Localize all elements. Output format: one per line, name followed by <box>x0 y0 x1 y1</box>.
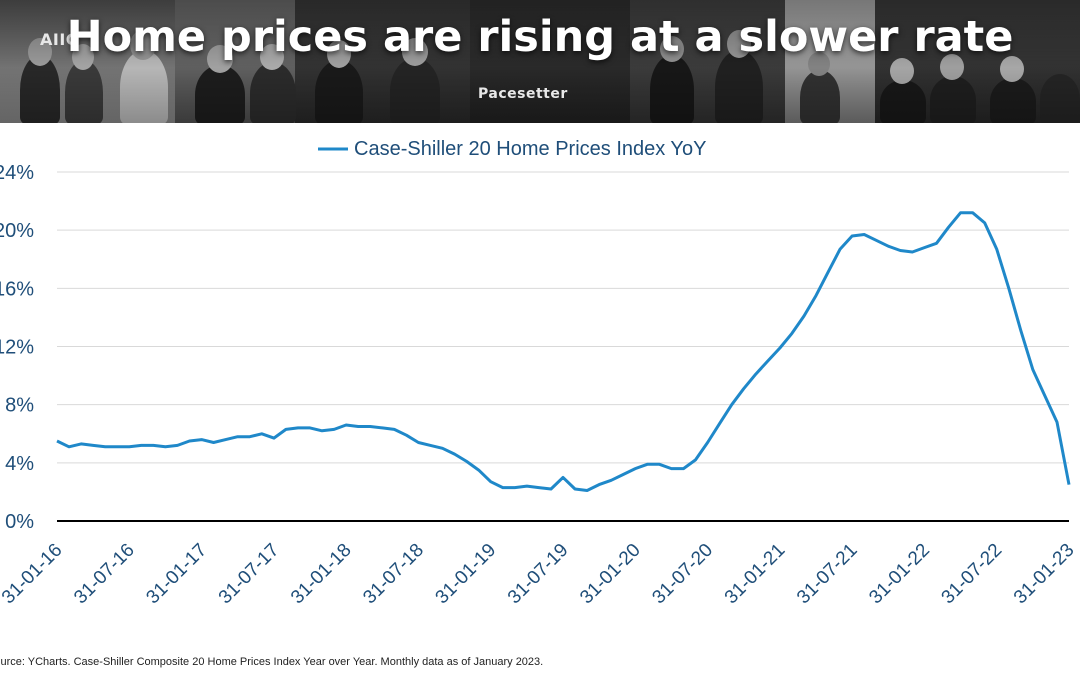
chart: 0%4%8%12%16%20%24%31-01-1631-07-1631-01-… <box>0 123 1080 653</box>
header-overlay <box>0 0 1080 123</box>
brand-text-pacesetter: Pacesetter <box>478 86 568 102</box>
x-tick-label: 31-07-22 <box>938 540 1007 609</box>
x-tick-label: 31-07-17 <box>215 540 284 609</box>
y-tick-label: 8% <box>5 395 34 417</box>
x-tick-label: 31-01-18 <box>287 540 356 609</box>
x-tick-label: 31-01-21 <box>721 540 790 609</box>
x-tick-label: 31-07-20 <box>648 540 717 609</box>
source-footnote: Source: YCharts. Case-Shiller Composite … <box>0 656 544 668</box>
x-tick-label: 31-01-19 <box>432 540 501 609</box>
x-tick-label: 31-07-19 <box>504 540 573 609</box>
brand-text-aiig: AIIG <box>40 30 80 49</box>
x-tick-label: 31-01-22 <box>865 540 934 609</box>
y-tick-label: 24% <box>0 162 34 184</box>
legend-label: Case-Shiller 20 Home Prices Index YoY <box>354 138 706 160</box>
series-line <box>56 211 1071 492</box>
x-tick-label: 31-01-20 <box>576 540 645 609</box>
line-chart: 0%4%8%12%16%20%24%31-01-1631-07-1631-01-… <box>0 138 1079 609</box>
y-tick-label: 4% <box>5 453 34 475</box>
x-tick-label: 31-07-21 <box>793 540 862 609</box>
x-tick-label: 31-07-18 <box>359 540 428 609</box>
x-tick-label: 31-01-23 <box>1010 540 1079 609</box>
header-banner: AIIG Pacesetter Home prices are rising a… <box>0 0 1080 123</box>
page-title: Home prices are rising at a slower rate <box>66 12 1014 62</box>
photo-collage <box>0 0 1080 123</box>
y-tick-label: 12% <box>0 337 34 359</box>
x-tick-label: 31-01-17 <box>142 540 211 609</box>
y-tick-label: 20% <box>0 220 34 242</box>
y-tick-label: 0% <box>5 511 34 533</box>
y-tick-label: 16% <box>0 278 34 300</box>
x-tick-label: 31-01-16 <box>0 540 67 609</box>
x-tick-label: 31-07-16 <box>70 540 139 609</box>
